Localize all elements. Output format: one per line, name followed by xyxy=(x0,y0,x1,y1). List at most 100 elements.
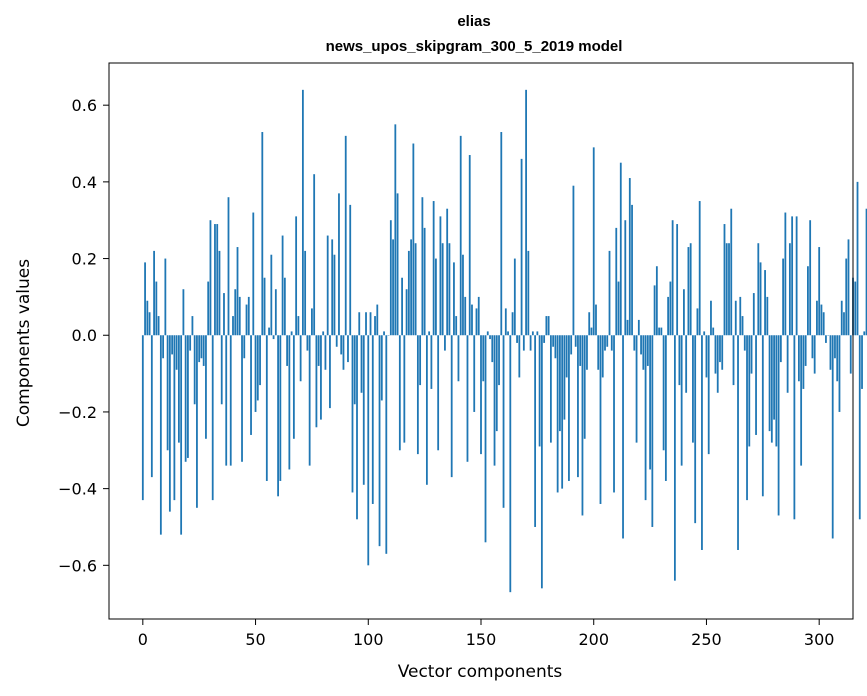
bar xyxy=(649,335,651,470)
bar xyxy=(214,224,216,336)
bar xyxy=(184,335,187,462)
bar xyxy=(198,335,201,363)
bar xyxy=(410,239,413,336)
bar xyxy=(376,304,379,336)
bar xyxy=(378,335,381,547)
bar xyxy=(705,335,708,378)
bar xyxy=(263,277,266,336)
bar xyxy=(455,316,458,336)
bar xyxy=(640,335,642,355)
bar xyxy=(229,335,232,466)
bar xyxy=(737,335,739,550)
bar xyxy=(721,335,724,370)
bar xyxy=(646,335,649,366)
bar xyxy=(813,335,816,374)
bar xyxy=(732,335,735,386)
y-tick-label: 0.6 xyxy=(72,96,97,115)
bar xyxy=(398,335,401,451)
bar xyxy=(471,304,473,336)
bar xyxy=(669,281,672,336)
bar xyxy=(261,132,264,336)
x-axis-ticks: 0 50 100 150 200 250 300 xyxy=(138,619,834,649)
bar xyxy=(766,296,769,336)
bar xyxy=(725,243,728,336)
bar xyxy=(838,335,841,412)
bar xyxy=(462,254,464,336)
bar xyxy=(254,335,257,412)
bar xyxy=(683,289,685,336)
bar xyxy=(775,335,778,447)
bar xyxy=(182,289,185,336)
bar xyxy=(342,335,345,370)
bar xyxy=(435,258,437,336)
bar xyxy=(286,335,289,366)
bar xyxy=(315,335,318,428)
bar xyxy=(538,335,541,447)
bar xyxy=(281,235,284,336)
bar xyxy=(743,335,746,351)
bar xyxy=(637,319,640,336)
bar xyxy=(764,270,766,336)
y-tick-label: −0.4 xyxy=(58,480,97,499)
bar xyxy=(466,335,469,462)
bar xyxy=(202,335,205,366)
bar xyxy=(574,335,577,347)
bar xyxy=(696,308,699,336)
bar xyxy=(338,193,340,336)
bar xyxy=(207,281,210,336)
bar xyxy=(664,335,667,481)
bar xyxy=(159,335,162,535)
bar xyxy=(723,224,726,336)
bar xyxy=(770,335,773,443)
bar xyxy=(146,300,149,336)
bar xyxy=(439,216,442,336)
bar xyxy=(344,135,347,336)
bar xyxy=(265,335,268,481)
bar xyxy=(606,335,609,347)
bar xyxy=(331,239,334,336)
bar xyxy=(565,335,568,378)
bar xyxy=(150,335,153,478)
bar xyxy=(804,335,807,366)
bar xyxy=(484,335,487,543)
bar xyxy=(333,254,336,336)
x-tick-label: 250 xyxy=(691,630,722,649)
bar xyxy=(380,335,383,401)
bar xyxy=(141,335,144,501)
bar xyxy=(351,335,354,493)
bar xyxy=(633,335,636,351)
bar xyxy=(256,335,259,401)
x-tick-label: 200 xyxy=(578,630,609,649)
bar xyxy=(534,335,537,527)
bar xyxy=(577,335,579,478)
bar xyxy=(843,312,845,336)
bar xyxy=(504,308,507,336)
bar xyxy=(707,335,710,455)
bar xyxy=(624,220,627,336)
bar xyxy=(525,89,527,336)
bar xyxy=(779,335,782,363)
bar xyxy=(480,335,482,455)
bar xyxy=(858,335,861,520)
y-axis-label: Components values xyxy=(14,259,34,427)
bar xyxy=(453,262,455,336)
bar xyxy=(367,335,370,566)
bar xyxy=(187,335,189,458)
bar xyxy=(493,335,496,466)
bar xyxy=(829,335,832,370)
bar xyxy=(800,335,803,466)
bar xyxy=(793,335,796,520)
chart-title: elias xyxy=(457,13,490,30)
bar xyxy=(360,335,363,393)
bar xyxy=(820,304,823,336)
bar xyxy=(581,335,584,516)
bar xyxy=(786,335,789,393)
bar xyxy=(635,335,638,443)
bar xyxy=(642,335,645,370)
bar xyxy=(865,208,867,336)
bar xyxy=(689,243,692,336)
bar xyxy=(441,243,444,336)
bar xyxy=(529,335,532,351)
bar xyxy=(712,327,715,336)
bar xyxy=(168,335,171,512)
